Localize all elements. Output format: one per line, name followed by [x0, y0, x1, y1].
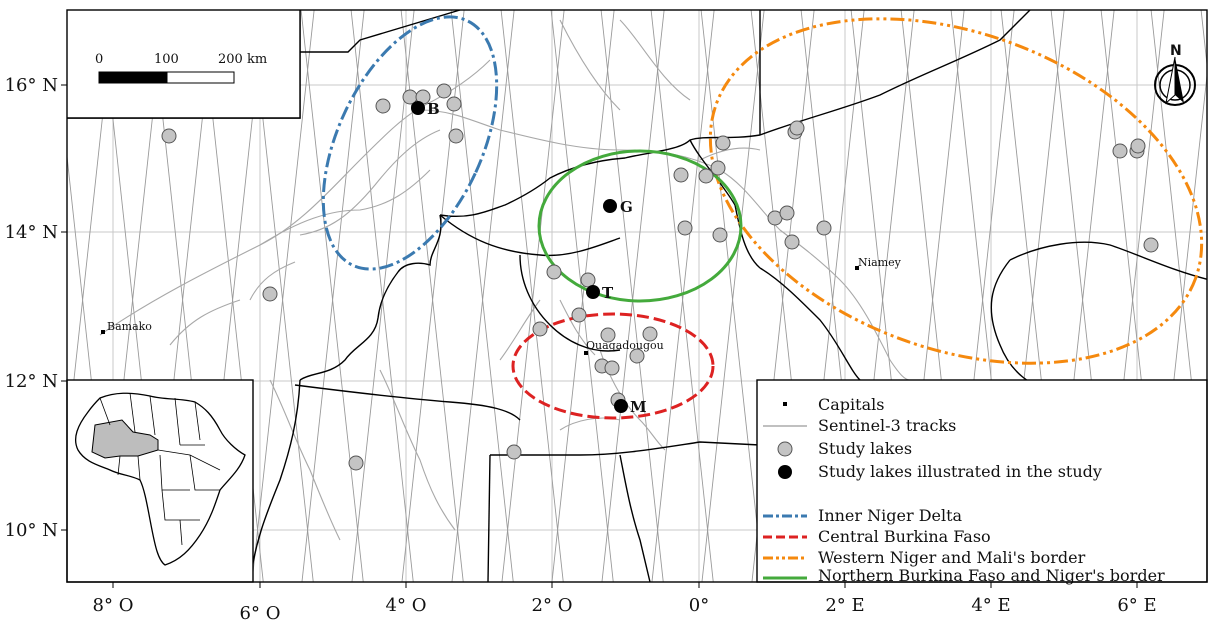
- x-tick-label: 2° O: [532, 595, 573, 616]
- legend: Capitals Sentinel-3 tracks Study lakes S…: [756, 379, 1208, 585]
- legend-illustrated-marker: [778, 465, 792, 479]
- legend-label-lakes: Study lakes: [818, 439, 912, 458]
- x-tick-label: 8° O: [93, 595, 134, 616]
- north-arrow-icon: N: [1154, 43, 1196, 106]
- study-lake-marker: [673, 167, 689, 183]
- study-lake-marker: [604, 360, 620, 376]
- illustrated-lake-label-g: G: [620, 198, 633, 216]
- scale-label-100: 100: [154, 52, 179, 67]
- illustrated-lake-label-m: M: [630, 398, 647, 416]
- study-lake-marker: [1130, 138, 1146, 154]
- regions: [321, 15, 1204, 420]
- capital-label-bamako: Bamako: [107, 320, 152, 333]
- study-lake-marker: [789, 120, 805, 136]
- track-line: [700, 10, 764, 582]
- scale-label-0: 0: [95, 52, 103, 67]
- legend-label-tracks: Sentinel-3 tracks: [818, 416, 956, 435]
- capital-marker: [101, 330, 105, 334]
- track-line: [500, 10, 564, 582]
- x-tick-label: 4° O: [386, 595, 427, 616]
- legend-label-inner-niger: Inner Niger Delta: [818, 506, 963, 525]
- illustrated-lake-marker: [603, 199, 617, 213]
- scale-label-200: 200 km: [218, 52, 267, 67]
- north-arrow-label: N: [1170, 43, 1182, 59]
- track-line: [550, 10, 614, 582]
- region-western-niger-mali-border: [708, 17, 1204, 365]
- illustrated-lake-marker: [614, 399, 628, 413]
- region-inner-niger-delta: [321, 15, 499, 271]
- study-lake-marker: [161, 128, 177, 144]
- study-lake-marker: [712, 227, 728, 243]
- study-lake-marker: [448, 128, 464, 144]
- region-northern-burkina-niger-border: [537, 149, 743, 303]
- study-lake-marker: [436, 83, 452, 99]
- y-tick-label: 12° N: [5, 371, 58, 392]
- study-lake-marker: [348, 455, 364, 471]
- legend-lake-marker: [777, 441, 793, 457]
- study-lake-marker: [262, 286, 278, 302]
- y-tick-label: 16° N: [5, 75, 58, 96]
- x-tick-label: 6° E: [1117, 595, 1156, 616]
- legend-label-central-bf: Central Burkina Faso: [818, 527, 991, 546]
- scale-bar: 0 100 200 km: [95, 52, 267, 84]
- x-tick-label: 6° O: [240, 603, 281, 624]
- legend-label-northern-bf: Northern Burkina Faso and Niger's border: [818, 566, 1165, 585]
- capitals: Bamako Ouagadougou Niamey: [101, 256, 902, 355]
- x-tick-label: 0°: [689, 595, 709, 616]
- study-lake-marker: [779, 205, 795, 221]
- legend-label-western-niger: Western Niger and Mali's border: [818, 548, 1086, 567]
- x-tick-label: 2° E: [825, 595, 864, 616]
- map-body: Bamako Ouagadougou Niamey B G T M N: [67, 10, 1207, 582]
- study-lake-marker: [784, 234, 800, 250]
- illustrated-lake-marker: [586, 285, 600, 299]
- study-lake-marker: [532, 321, 548, 337]
- scale-bar-panel: 0 100 200 km: [67, 10, 301, 119]
- study-lake-marker: [710, 160, 726, 176]
- track-line: [300, 10, 364, 582]
- study-lake-marker: [698, 168, 714, 184]
- legend-label-illustrated: Study lakes illustrated in the study: [818, 462, 1102, 481]
- study-lake-marker: [642, 326, 658, 342]
- illustrated-lakes: B G T M: [411, 100, 647, 416]
- capital-marker: [584, 351, 588, 355]
- capital-label-niamey: Niamey: [858, 256, 902, 269]
- study-lakes: [161, 83, 1159, 471]
- illustrated-lake-marker: [411, 101, 425, 115]
- illustrated-lake-label-b: B: [427, 100, 440, 118]
- legend-capital-marker: [783, 402, 787, 406]
- track-line: [450, 10, 514, 582]
- inset-map: [66, 379, 254, 583]
- x-tick-label: 4° E: [971, 595, 1010, 616]
- study-lake-marker: [546, 264, 562, 280]
- track-line: [650, 10, 714, 582]
- study-lake-marker: [446, 96, 462, 112]
- study-lake-marker: [571, 307, 587, 323]
- x-axis: 8° O 6° O 4° O 2° O 0° 2° E 4° E 6° E: [93, 582, 1157, 624]
- capital-label-ouagadougou: Ouagadougou: [586, 339, 664, 352]
- study-lake-marker: [816, 220, 832, 236]
- capital-marker: [855, 266, 859, 270]
- study-lake-marker: [677, 220, 693, 236]
- study-lake-marker: [375, 98, 391, 114]
- study-lake-marker: [506, 444, 522, 460]
- y-tick-label: 14° N: [5, 222, 58, 243]
- study-lake-marker: [600, 327, 616, 343]
- region-central-burkina-faso: [511, 312, 715, 420]
- illustrated-lake-label-t: T: [602, 284, 614, 302]
- study-lake-marker: [580, 272, 596, 288]
- y-tick-label: 10° N: [5, 520, 58, 541]
- study-lake-marker: [629, 348, 645, 364]
- y-axis: 16° N 14° N 12° N 10° N: [5, 75, 67, 541]
- study-lake-marker: [715, 135, 731, 151]
- study-lake-marker: [1112, 143, 1128, 159]
- legend-label-capitals: Capitals: [818, 395, 884, 414]
- map-frame: [66, 9, 1208, 583]
- study-lake-marker: [1143, 237, 1159, 253]
